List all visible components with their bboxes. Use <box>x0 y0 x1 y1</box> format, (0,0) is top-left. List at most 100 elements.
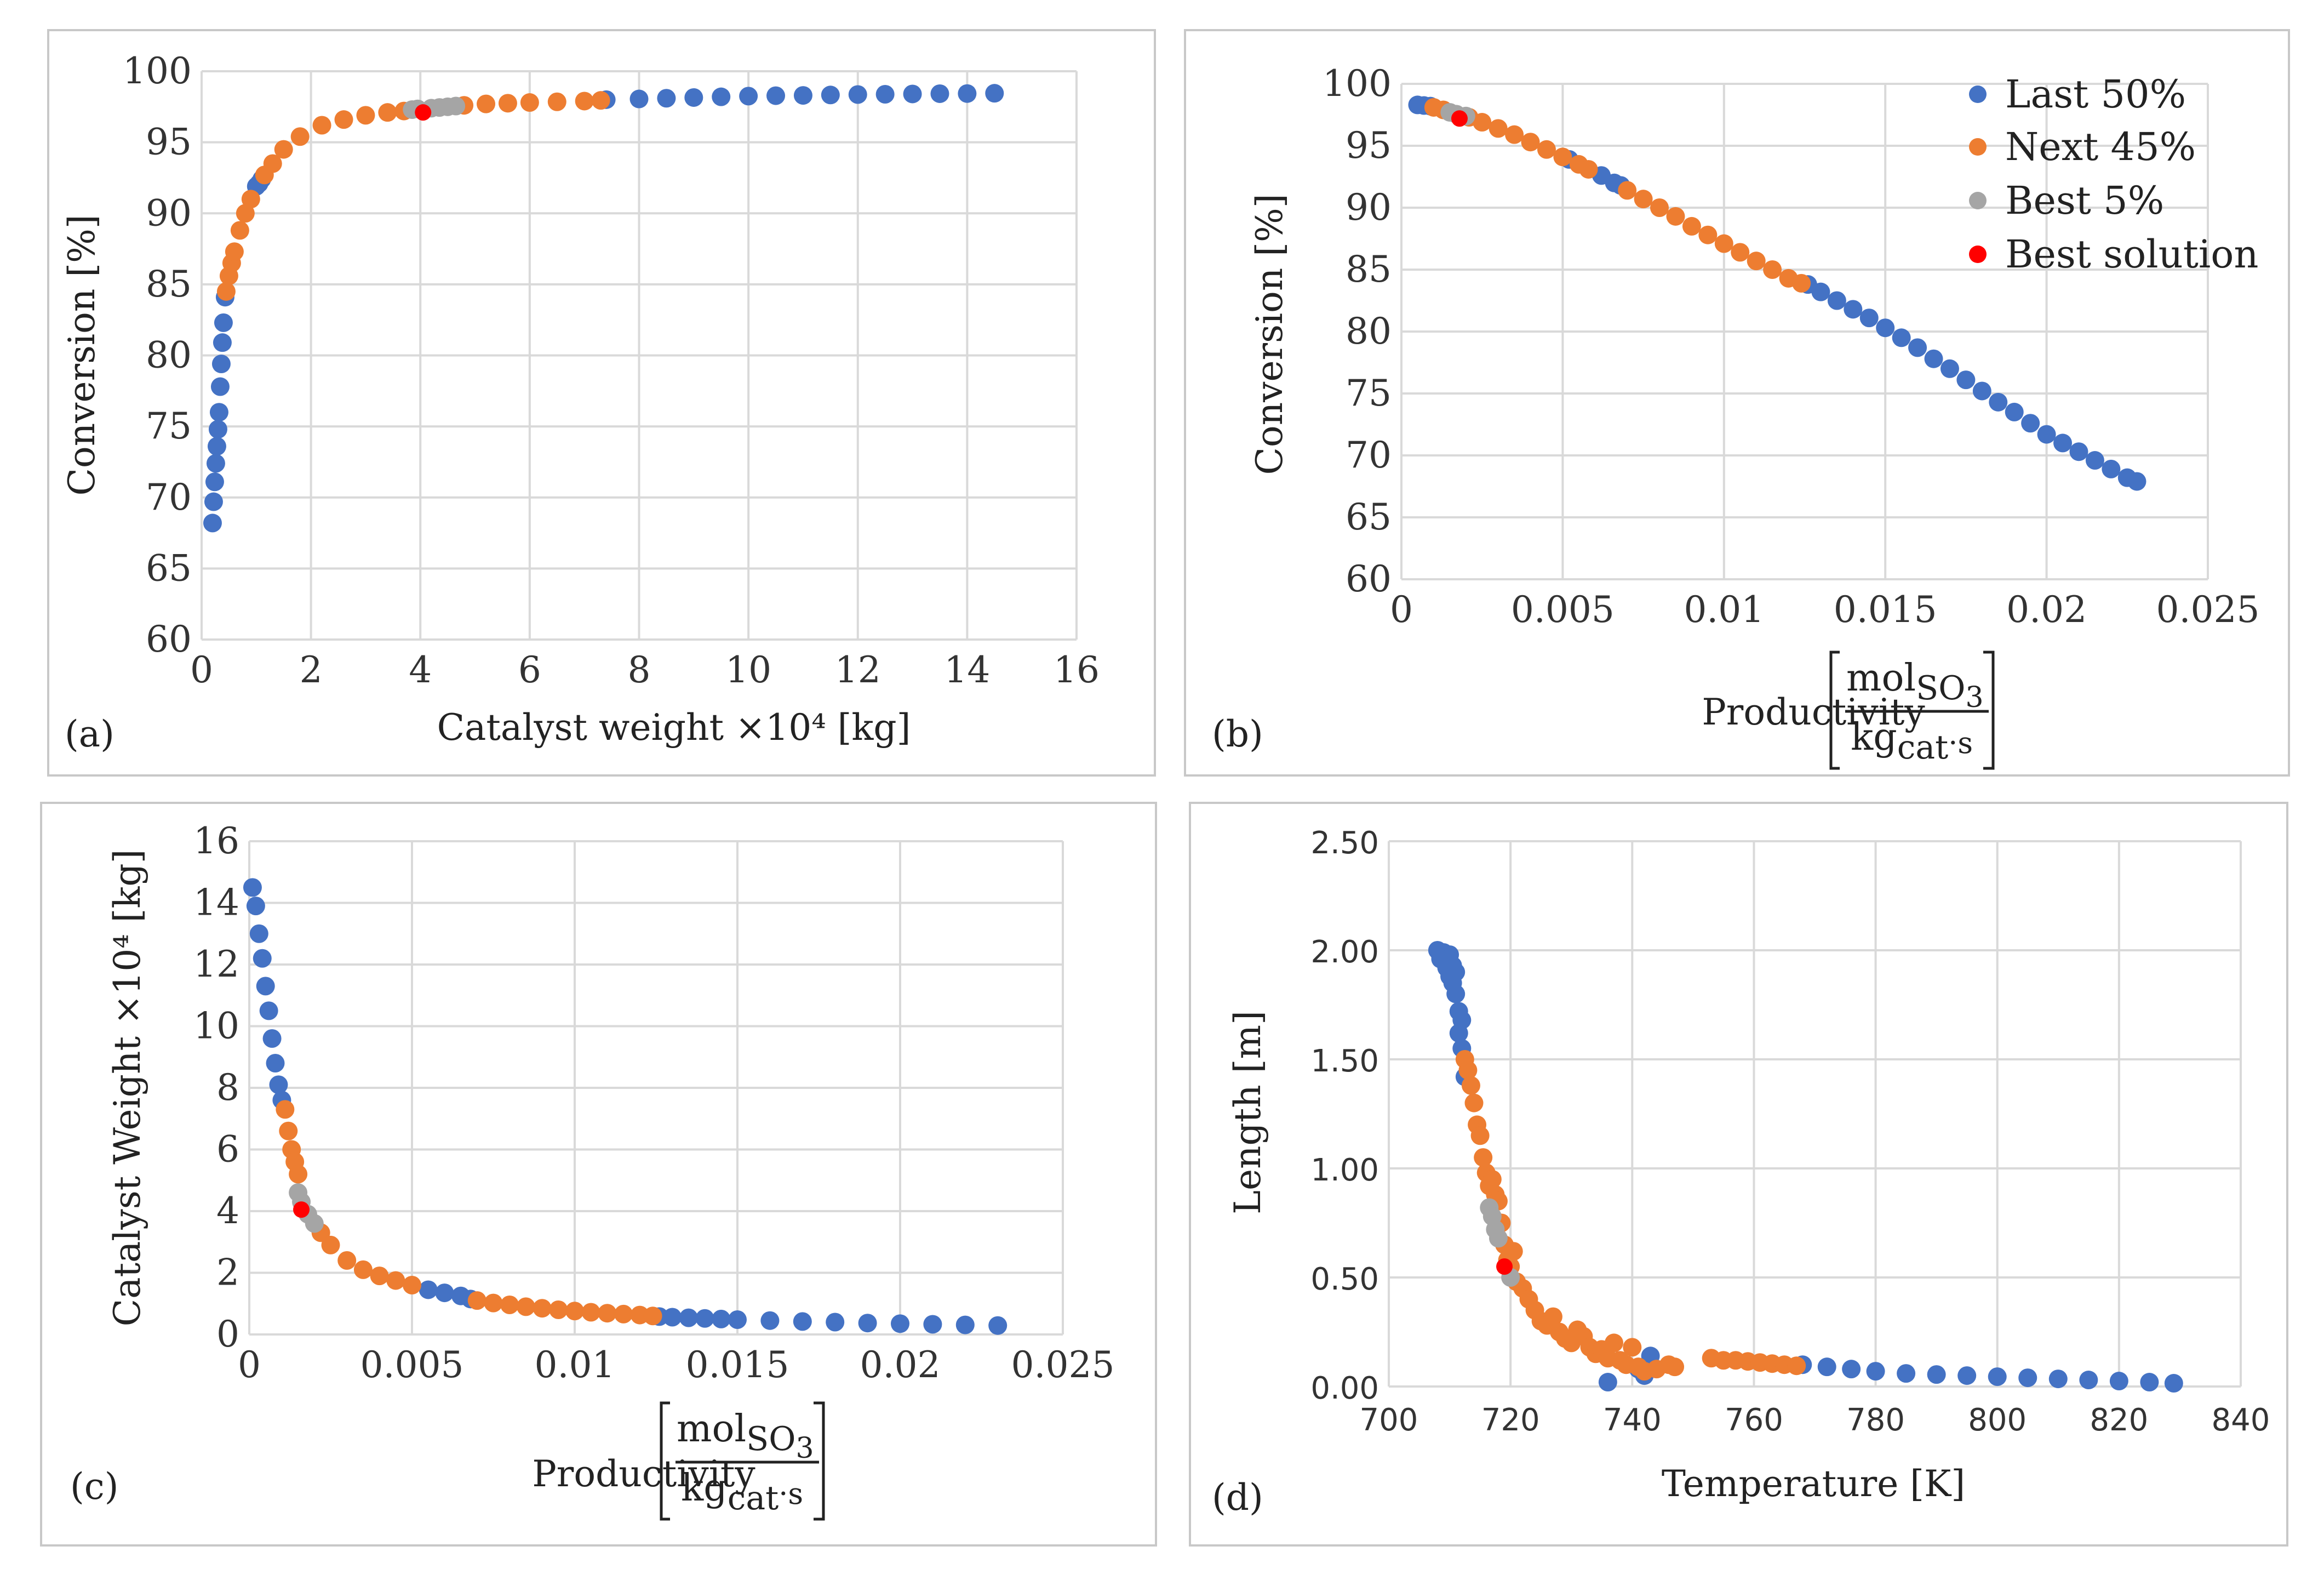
data-point-last50 <box>1876 318 1895 338</box>
data-point-last50 <box>2053 433 2073 453</box>
data-point-best_solution <box>415 104 432 121</box>
data-point-last50 <box>1859 309 1879 328</box>
data-point-last50 <box>2048 1370 2068 1389</box>
data-point-last50 <box>821 85 840 105</box>
x-tick-label: 0.01 <box>1684 589 1764 631</box>
data-point-next45 <box>1650 198 1669 217</box>
data-point-last50 <box>2164 1374 2183 1393</box>
y-tick-label: 1.50 <box>1310 1043 1379 1079</box>
data-point-last50 <box>243 878 262 897</box>
data-point-next45 <box>1543 1307 1562 1326</box>
x-tick-label: 800 <box>1968 1402 2027 1438</box>
chart-panel-d: 700 720 740 760 780 800 820 840 0.00 0.50 1.00 1.50… <box>1227 825 2270 1505</box>
data-point-next45 <box>216 282 236 301</box>
data-point-last50 <box>793 1312 812 1331</box>
x-tick-label: 0.005 <box>360 1344 464 1386</box>
data-point-last50 <box>1817 1357 1836 1377</box>
x-axis-title: Productivity <box>532 1453 755 1495</box>
data-point-last50 <box>903 84 922 104</box>
data-point-next45 <box>1618 181 1637 200</box>
data-point-last50 <box>1827 291 1846 310</box>
legend-label-last50: Last 50% <box>2005 72 2186 117</box>
unit-numerator-b: molSO3 <box>1846 657 1984 714</box>
y-tick-label: 16 <box>193 820 239 862</box>
unit-bracket-left-c <box>660 1401 670 1521</box>
data-point-last50 <box>684 88 703 107</box>
data-point-last50 <box>739 87 758 106</box>
y-tick-label: 60 <box>1346 558 1392 600</box>
data-point-last50 <box>760 1311 780 1330</box>
data-point-next45 <box>1623 1338 1642 1357</box>
data-point-next45 <box>263 154 282 173</box>
x-tick-label: 8 <box>628 649 651 691</box>
data-point-next45 <box>1537 140 1556 159</box>
data-point-next45 <box>1474 1148 1493 1167</box>
panel-d-frame <box>1189 802 2288 1547</box>
data-point-last50 <box>209 403 228 422</box>
data-point-next45 <box>520 93 539 112</box>
x-tick-label: 0.02 <box>2006 589 2087 631</box>
data-point-last50 <box>679 1308 698 1327</box>
x-tick-label: 0.01 <box>535 1344 615 1386</box>
data-point-next45 <box>1461 1076 1480 1095</box>
unit-bracket-right-c <box>814 1401 825 1521</box>
data-point-last50 <box>1446 984 1466 1003</box>
x-tick-label: 820 <box>2090 1402 2148 1438</box>
y-tick-label: 60 <box>146 618 192 660</box>
y-tick-label: 100 <box>123 50 192 92</box>
data-point-last50 <box>1924 349 1943 368</box>
data-point-last50 <box>2140 1373 2159 1392</box>
data-point-last50 <box>2037 425 2056 444</box>
data-point-last50 <box>1842 1360 1861 1379</box>
x-tick-label: 0 <box>190 649 213 691</box>
x-tick-label: 0.015 <box>686 1344 789 1386</box>
data-point-last50 <box>213 333 232 352</box>
unit-bracket-right-b <box>1983 651 1995 770</box>
data-point-best_solution <box>1451 110 1468 127</box>
series-best_solution <box>1451 110 1468 127</box>
series-next45 <box>216 91 610 301</box>
data-point-last50 <box>2069 442 2088 461</box>
data-point-best_solution <box>1496 1258 1513 1275</box>
data-point-last50 <box>204 492 223 511</box>
series-next45 <box>276 1100 662 1326</box>
x-tick-label: 0.02 <box>860 1344 941 1386</box>
data-point-next45 <box>643 1306 662 1326</box>
data-point-last50 <box>2102 459 2121 478</box>
data-point-next45 <box>565 1302 584 1321</box>
unit-denominator-b: kgcat·s <box>1851 716 1973 767</box>
y-axis-title: Conversion [%] <box>61 214 103 495</box>
legend-marker-best-solution <box>1969 246 1987 263</box>
data-point-last50 <box>930 84 949 103</box>
data-point-best5 <box>447 96 466 116</box>
x-tick-label: 0.005 <box>1511 589 1615 631</box>
data-point-last50 <box>1866 1362 1885 1381</box>
x-tick-label: 14 <box>944 649 990 691</box>
unit-denominator-c: kgcat·s <box>681 1467 803 1517</box>
data-point-next45 <box>477 94 496 113</box>
data-point-next45 <box>591 91 610 110</box>
data-point-next45 <box>1473 113 1492 132</box>
data-point-last50 <box>1956 370 1976 390</box>
x-tick-label: 0.015 <box>1834 589 1937 631</box>
data-point-next45 <box>230 221 249 240</box>
data-point-last50 <box>1598 1373 1617 1392</box>
data-point-last50 <box>958 84 977 103</box>
y-tick-label: 90 <box>146 192 192 234</box>
data-point-next45 <box>484 1293 503 1313</box>
x-axis-title: Catalyst weight ×10⁴ [kg] <box>437 706 911 749</box>
y-tick-label: 70 <box>146 476 192 518</box>
data-point-next45 <box>337 1251 357 1270</box>
y-tick-label: 8 <box>216 1066 239 1109</box>
x-axis-title: Temperature [K] <box>1662 1463 1965 1505</box>
data-point-last50 <box>663 1308 682 1327</box>
data-point-last50 <box>1811 282 1830 301</box>
y-tick-label: 0 <box>216 1313 239 1355</box>
data-point-next45 <box>1763 260 1782 279</box>
data-point-last50 <box>1957 1366 1977 1385</box>
data-point-last50 <box>1449 1024 1468 1043</box>
data-point-last50 <box>2085 451 2104 470</box>
data-point-next45 <box>1505 125 1524 144</box>
data-point-next45 <box>1604 1333 1623 1353</box>
data-point-last50 <box>766 86 786 105</box>
